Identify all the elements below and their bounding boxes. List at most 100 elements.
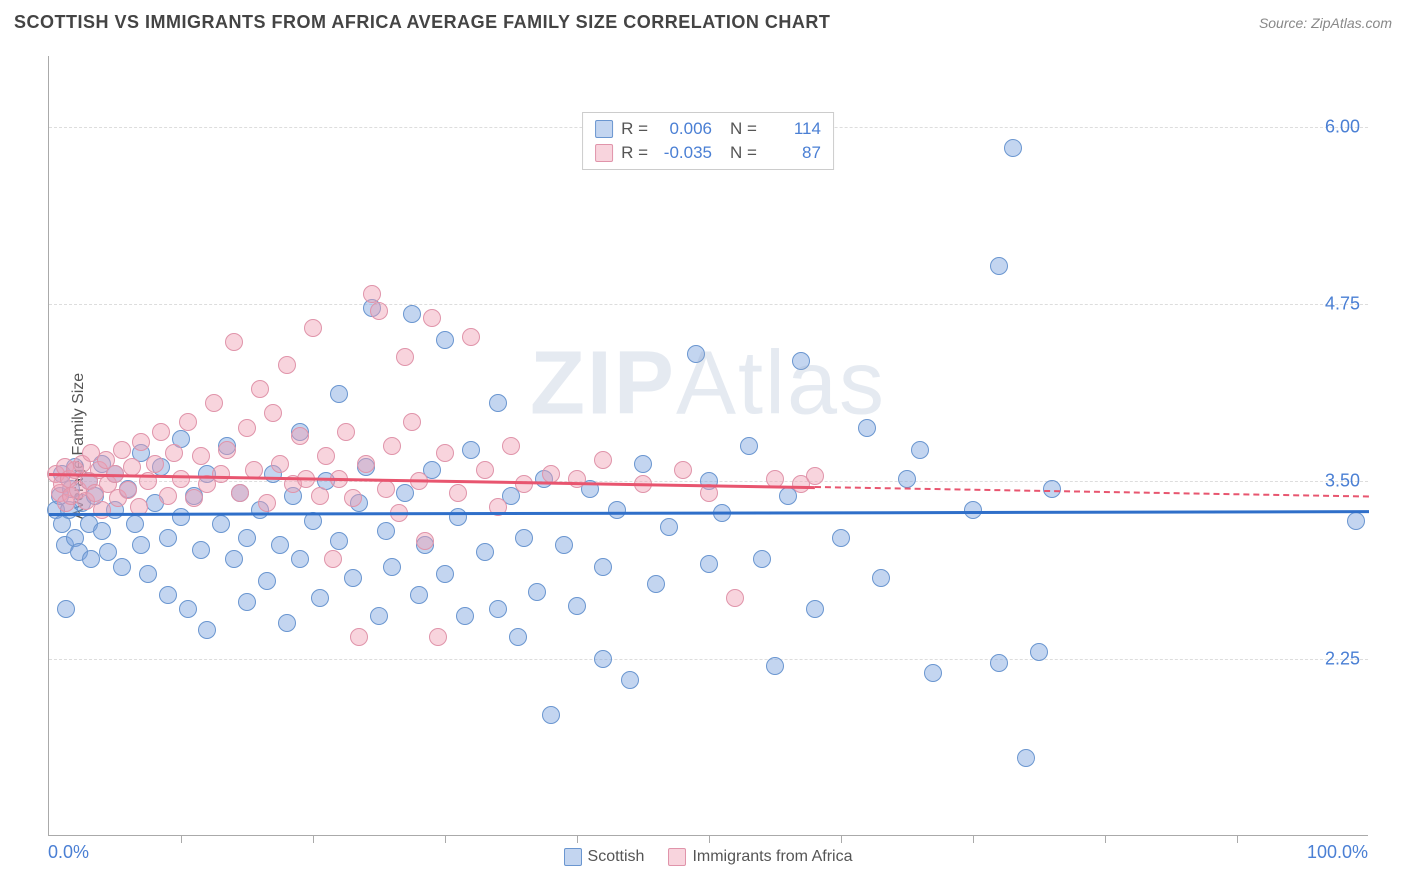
scatter-point [594, 451, 612, 469]
scatter-point [251, 380, 269, 398]
scatter-point [608, 501, 626, 519]
scatter-point [489, 600, 507, 618]
scatter-point [594, 650, 612, 668]
scatter-point [291, 427, 309, 445]
scatter-point [515, 529, 533, 547]
scatter-point [462, 328, 480, 346]
scatter-point [700, 555, 718, 573]
scatter-point [337, 423, 355, 441]
scatter-point [119, 481, 137, 499]
y-tick-label: 2.25 [1325, 648, 1360, 669]
scatter-point [377, 480, 395, 498]
scatter-point [238, 529, 256, 547]
scatter-point [674, 461, 692, 479]
scatter-plot: 6.004.753.502.25 [48, 56, 1368, 836]
scatter-point [238, 419, 256, 437]
scatter-point [93, 501, 111, 519]
scatter-point [198, 621, 216, 639]
legend-n-value: 87 [765, 143, 821, 163]
legend-r-label: R = [621, 119, 648, 139]
scatter-point [555, 536, 573, 554]
scatter-point [179, 600, 197, 618]
scatter-point [753, 550, 771, 568]
legend-label: Scottish [588, 848, 645, 866]
legend-swatch [595, 120, 613, 138]
scatter-point [476, 461, 494, 479]
scatter-point [185, 489, 203, 507]
scatter-point [594, 558, 612, 576]
scatter-point [113, 558, 131, 576]
legend-item: Scottish [564, 848, 645, 866]
scatter-point [1347, 512, 1365, 530]
scatter-point [304, 319, 322, 337]
scatter-point [205, 394, 223, 412]
scatter-point [344, 489, 362, 507]
legend-n-value: 114 [765, 119, 821, 139]
scatter-point [416, 532, 434, 550]
scatter-point [370, 607, 388, 625]
scatter-point [858, 419, 876, 437]
scatter-point [621, 671, 639, 689]
scatter-point [132, 433, 150, 451]
scatter-point [99, 543, 117, 561]
scatter-point [489, 394, 507, 412]
scatter-point [403, 305, 421, 323]
scatter-point [231, 484, 249, 502]
scatter-point [1043, 480, 1061, 498]
scatter-point [291, 550, 309, 568]
scatter-point [258, 494, 276, 512]
scatter-point [258, 572, 276, 590]
trend-line [49, 510, 1369, 515]
scatter-point [990, 257, 1008, 275]
scatter-point [502, 437, 520, 455]
scatter-point [383, 437, 401, 455]
scatter-point [660, 518, 678, 536]
legend-item: Immigrants from Africa [668, 848, 852, 866]
scatter-point [159, 529, 177, 547]
legend-swatch [564, 848, 582, 866]
scatter-point [93, 522, 111, 540]
scatter-point [687, 345, 705, 363]
scatter-point [924, 664, 942, 682]
scatter-point [370, 302, 388, 320]
legend-r-value: -0.035 [656, 143, 712, 163]
correlation-legend: R =0.006N =114R =-0.035N =87 [582, 112, 834, 170]
scatter-point [192, 541, 210, 559]
legend-r-label: R = [621, 143, 648, 163]
scatter-point [832, 529, 850, 547]
scatter-point [132, 536, 150, 554]
y-tick-label: 3.50 [1325, 471, 1360, 492]
scatter-point [410, 586, 428, 604]
scatter-point [225, 333, 243, 351]
scatter-point [568, 470, 586, 488]
scatter-point [726, 589, 744, 607]
scatter-point [396, 348, 414, 366]
chart-header: SCOTTISH VS IMMIGRANTS FROM AFRICA AVERA… [14, 12, 1392, 33]
chart-area: 6.004.753.502.25 R =0.006N =114R =-0.035… [48, 56, 1368, 836]
scatter-point [403, 413, 421, 431]
scatter-point [911, 441, 929, 459]
legend-r-value: 0.006 [656, 119, 712, 139]
legend-row: R =-0.035N =87 [595, 141, 821, 165]
scatter-point [766, 657, 784, 675]
scatter-point [271, 455, 289, 473]
trend-line-dashed [815, 486, 1369, 498]
scatter-point [126, 515, 144, 533]
scatter-point [1030, 643, 1048, 661]
scatter-point [159, 586, 177, 604]
scatter-point [172, 470, 190, 488]
scatter-point [964, 501, 982, 519]
scatter-point [436, 331, 454, 349]
scatter-point [806, 467, 824, 485]
scatter-point [179, 413, 197, 431]
legend-n-label: N = [730, 119, 757, 139]
scatter-point [436, 444, 454, 462]
scatter-point [278, 356, 296, 374]
scatter-point [436, 565, 454, 583]
scatter-point [740, 437, 758, 455]
scatter-point [172, 508, 190, 526]
y-tick-label: 4.75 [1325, 294, 1360, 315]
scatter-point [568, 597, 586, 615]
scatter-point [350, 628, 368, 646]
chart-source: Source: ZipAtlas.com [1259, 15, 1392, 31]
